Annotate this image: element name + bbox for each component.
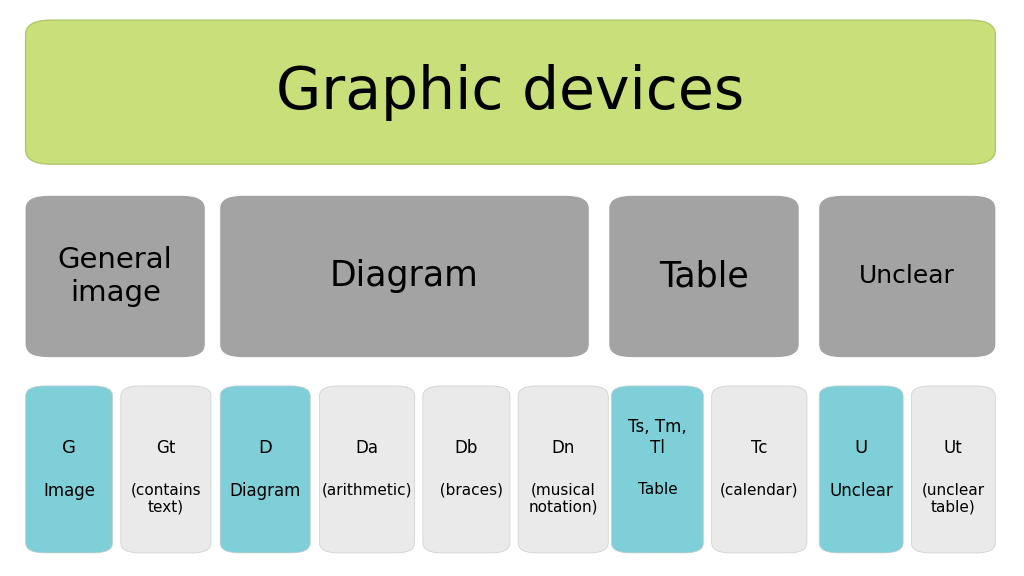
Text: U: U <box>855 439 867 457</box>
Text: Table: Table <box>638 482 677 497</box>
FancyBboxPatch shape <box>220 386 310 553</box>
FancyBboxPatch shape <box>819 386 903 553</box>
Text: Db: Db <box>455 439 478 457</box>
FancyBboxPatch shape <box>611 386 703 553</box>
FancyBboxPatch shape <box>423 386 510 553</box>
Text: Diagram: Diagram <box>330 259 479 294</box>
Text: Image: Image <box>43 482 95 500</box>
Text: Ts, Tm,
Tl: Ts, Tm, Tl <box>628 418 687 457</box>
Text: (arithmetic): (arithmetic) <box>322 482 413 497</box>
FancyBboxPatch shape <box>609 196 799 357</box>
FancyBboxPatch shape <box>26 386 113 553</box>
Text: D: D <box>258 439 272 457</box>
Text: (musical
notation): (musical notation) <box>528 482 598 514</box>
Text: G: G <box>62 439 76 457</box>
Text: (unclear
table): (unclear table) <box>922 482 985 514</box>
FancyBboxPatch shape <box>319 386 415 553</box>
FancyBboxPatch shape <box>911 386 995 553</box>
Text: (contains
text): (contains text) <box>131 482 201 514</box>
Text: General
image: General image <box>57 247 173 306</box>
FancyBboxPatch shape <box>712 386 807 553</box>
Text: Graphic devices: Graphic devices <box>276 64 744 120</box>
FancyBboxPatch shape <box>518 386 608 553</box>
Text: Unclear: Unclear <box>859 264 955 289</box>
Text: (braces): (braces) <box>430 482 503 497</box>
Text: Gt: Gt <box>157 439 175 457</box>
Text: Diagram: Diagram <box>229 482 301 500</box>
FancyBboxPatch shape <box>26 196 205 357</box>
Text: Dn: Dn <box>552 439 574 457</box>
Text: Tc: Tc <box>751 439 768 457</box>
Text: Table: Table <box>659 259 749 294</box>
FancyBboxPatch shape <box>220 196 589 357</box>
FancyBboxPatch shape <box>819 196 995 357</box>
FancyBboxPatch shape <box>26 20 995 164</box>
Text: Unclear: Unclear <box>829 482 893 500</box>
Text: Da: Da <box>355 439 379 457</box>
FancyBboxPatch shape <box>121 386 211 553</box>
Text: Ut: Ut <box>944 439 963 457</box>
Text: (calendar): (calendar) <box>720 482 799 497</box>
